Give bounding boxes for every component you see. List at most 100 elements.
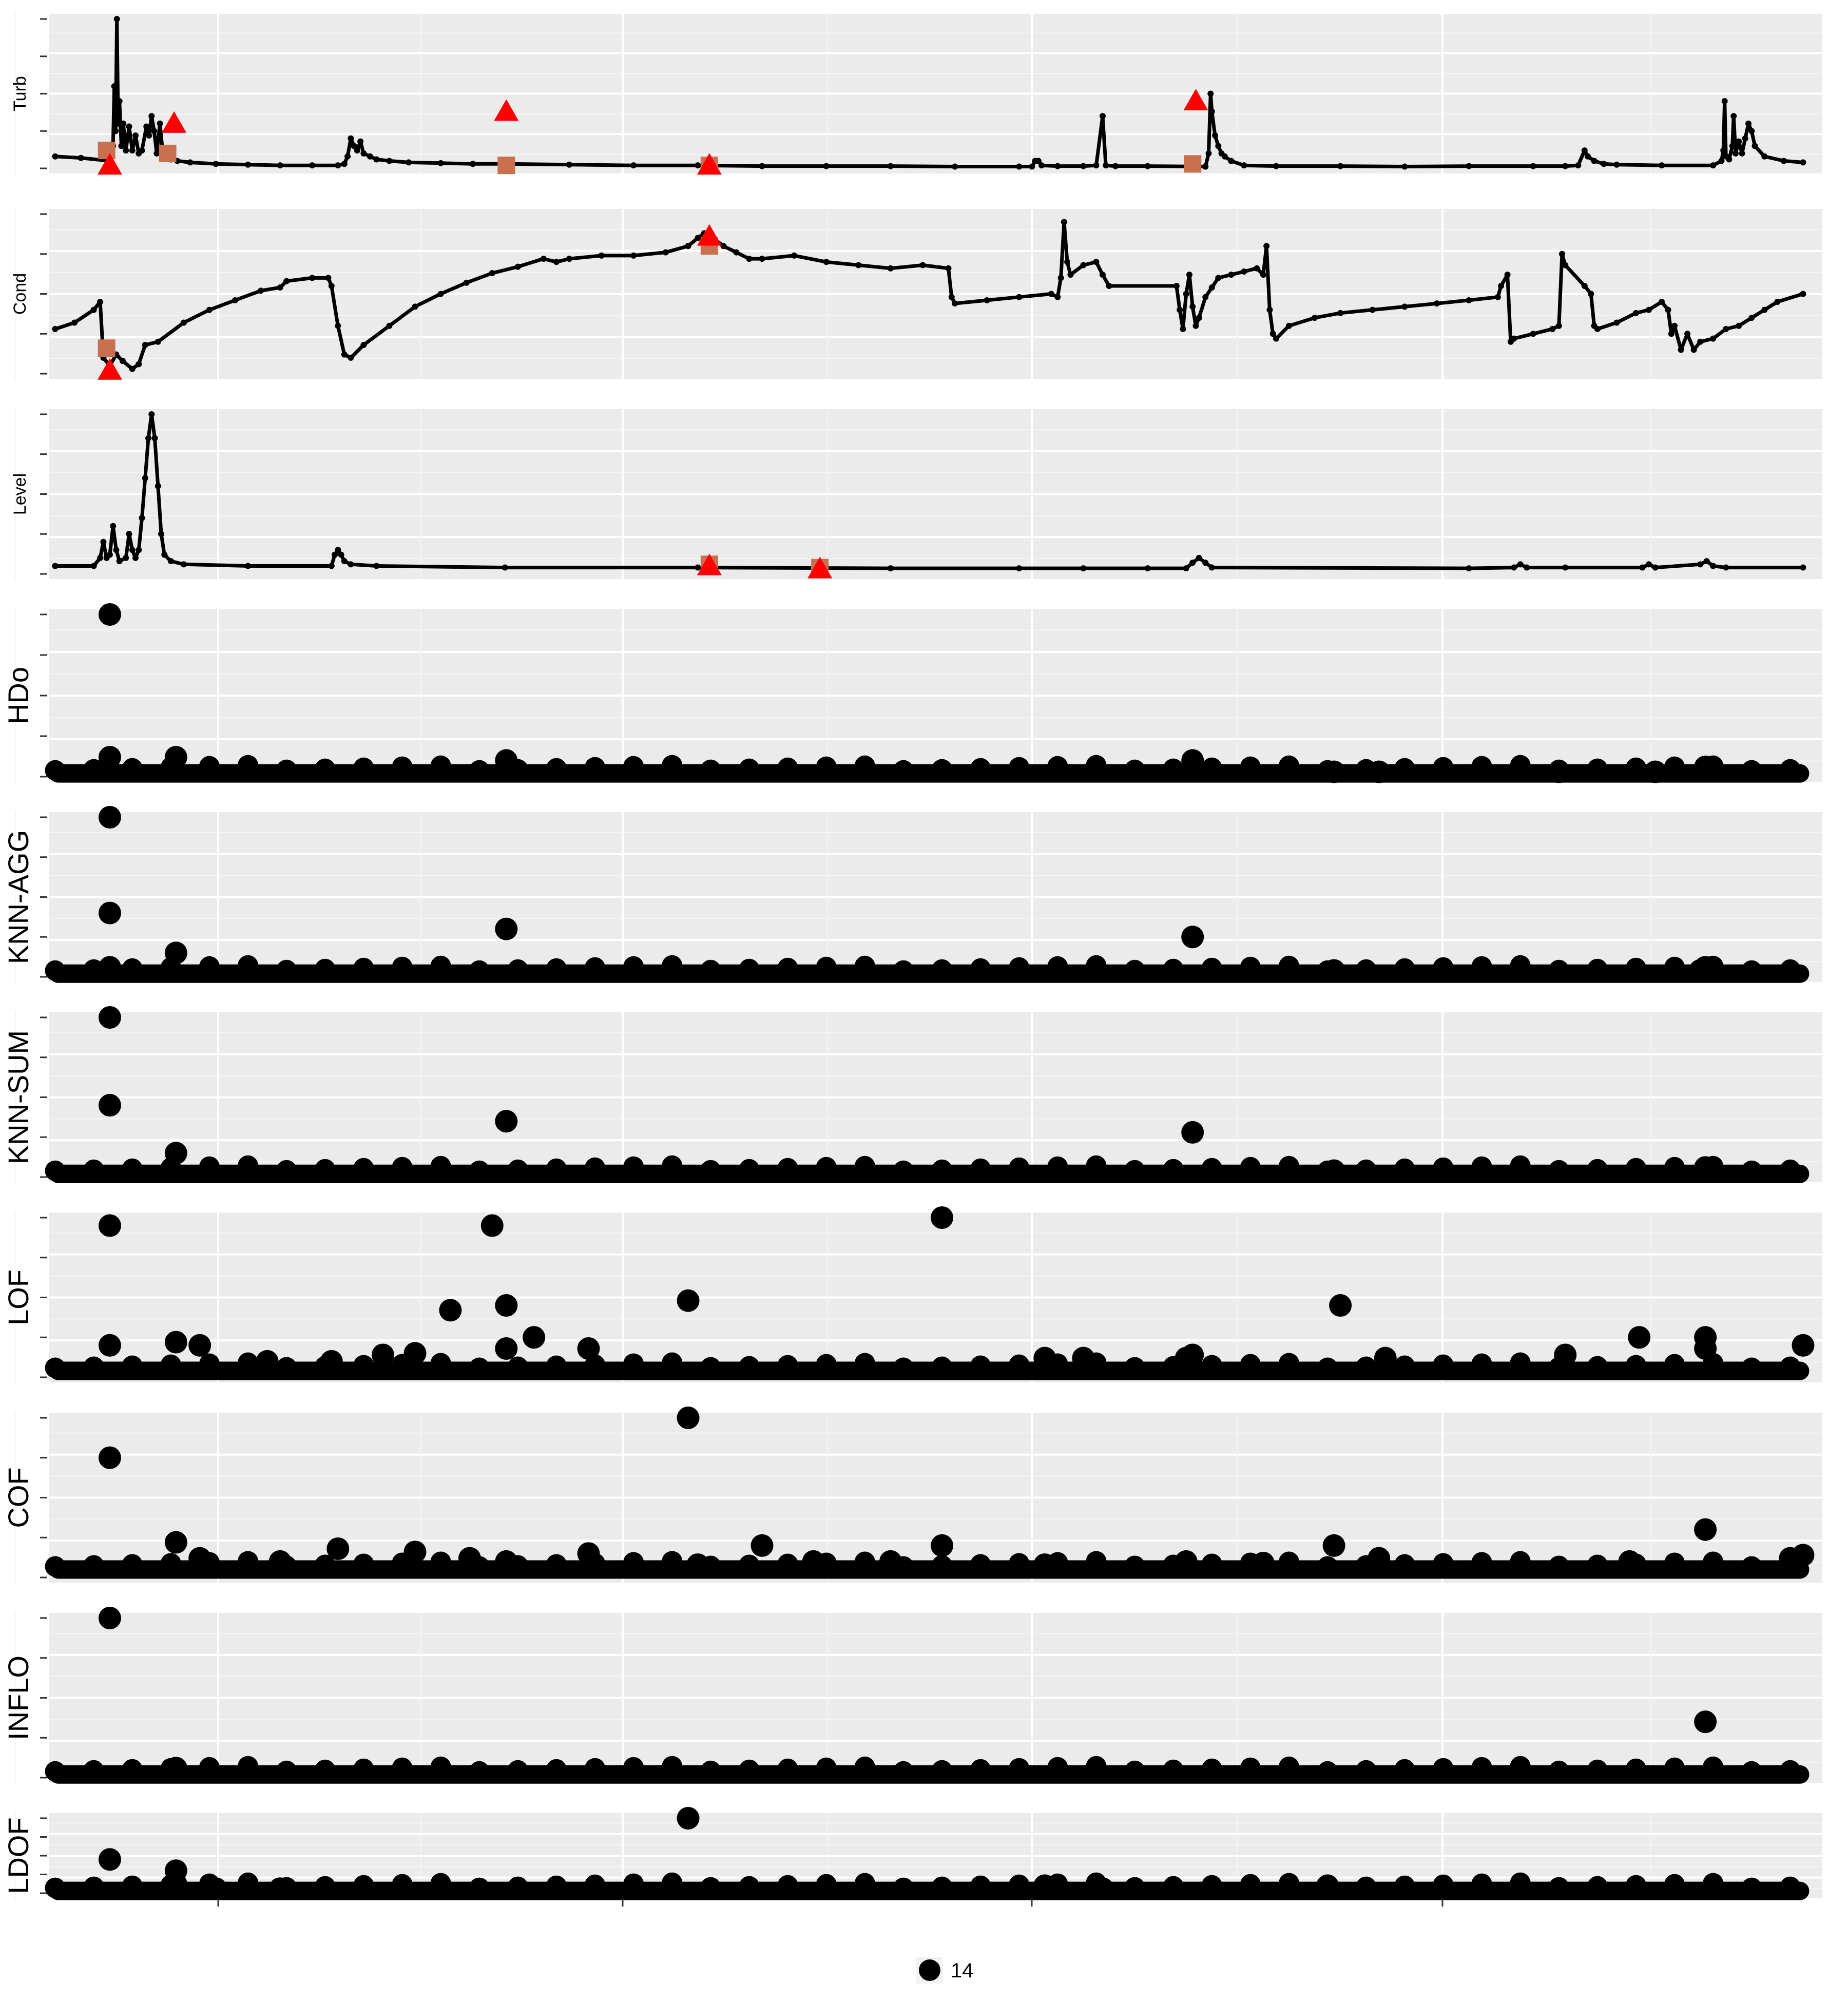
annotation-square (159, 144, 177, 162)
panel-label-knn-sum: KNN-SUM (2, 1030, 34, 1164)
series-point (1016, 163, 1023, 170)
series-point (1730, 113, 1737, 120)
series-point (148, 411, 155, 417)
series-point (153, 150, 160, 157)
score-point (45, 760, 66, 781)
score-point (1009, 757, 1030, 778)
score-outlier-point (577, 1542, 600, 1565)
score-point (1780, 1760, 1801, 1781)
series-point (1517, 561, 1524, 568)
score-point (739, 1876, 760, 1897)
score-outlier-point (98, 1334, 121, 1357)
score-point (392, 1757, 413, 1778)
score-point (1548, 959, 1569, 980)
score-point (353, 1875, 374, 1896)
score-outlier-point (1694, 1518, 1717, 1541)
score-point (893, 760, 914, 781)
score-outlier-point (164, 1531, 187, 1554)
series-point (123, 554, 129, 561)
score-point (1394, 958, 1415, 979)
series-point (1466, 297, 1472, 303)
score-point (1394, 758, 1415, 779)
series-point (1498, 282, 1505, 289)
score-point (854, 1353, 875, 1374)
annotation-triangle (97, 358, 122, 380)
series-point (1192, 322, 1199, 329)
series-point (1180, 325, 1186, 332)
score-point (1278, 1156, 1299, 1177)
score-outlier-point (1618, 1550, 1641, 1573)
score-point (585, 1758, 606, 1779)
series-point (1202, 294, 1209, 300)
series-point (1016, 294, 1023, 300)
score-point (469, 1877, 490, 1898)
score-outlier-point (1547, 760, 1570, 783)
series-point (1745, 120, 1752, 127)
score-point (430, 1873, 451, 1894)
series-point (948, 294, 955, 300)
series-point (1202, 163, 1209, 170)
score-point (199, 756, 220, 777)
score-point (469, 1357, 490, 1378)
score-point (932, 1555, 953, 1576)
score-point (1356, 1356, 1377, 1377)
series-point (1748, 315, 1755, 321)
series-point (1173, 282, 1180, 289)
score-point (816, 1157, 837, 1178)
score-outlier-point (495, 1337, 518, 1360)
score-point (893, 1761, 914, 1782)
series-point (1646, 306, 1652, 313)
series-point (348, 561, 354, 568)
series-point (309, 162, 316, 169)
series-point (335, 162, 341, 169)
series-point (1494, 294, 1501, 300)
series-point (1466, 565, 1472, 572)
series-point (119, 358, 126, 364)
score-point (970, 1759, 991, 1780)
series-point (206, 306, 213, 313)
score-point (585, 1157, 606, 1178)
score-point (83, 759, 104, 780)
series-point (746, 256, 753, 262)
score-outlier-point (1322, 1534, 1345, 1557)
series-point (1721, 98, 1728, 105)
score-outlier-point (495, 749, 518, 772)
series-point (566, 161, 572, 168)
score-point (392, 1874, 413, 1895)
score-point (1201, 1875, 1222, 1896)
score-point (1086, 755, 1107, 776)
series-point (1266, 306, 1273, 313)
score-point (546, 1158, 567, 1179)
score-outlier-point (1694, 756, 1717, 779)
score-point (1009, 957, 1030, 978)
series-point (335, 547, 341, 553)
score-point (1356, 1760, 1377, 1781)
score-point (276, 1357, 297, 1378)
score-point (1240, 1874, 1261, 1895)
series-point (180, 561, 187, 568)
score-point (1433, 957, 1454, 978)
score-point (1703, 1551, 1724, 1572)
score-point (353, 1553, 374, 1574)
score-point (1471, 1353, 1492, 1374)
series-point (142, 342, 148, 349)
score-outlier-point (164, 941, 187, 965)
score-point (777, 757, 798, 778)
panel-label-cond: Cond (10, 273, 30, 315)
score-outlier-point (439, 1299, 462, 1322)
series-point (1228, 158, 1235, 164)
score-point (1086, 1551, 1107, 1572)
legend-marker-circle (919, 1959, 940, 1981)
series-point (1212, 132, 1219, 139)
score-outlier-point (371, 1343, 394, 1366)
series-point (1183, 565, 1189, 572)
score-outlier-point (677, 1407, 700, 1429)
series-point (1736, 138, 1742, 145)
score-outlier-point (164, 1142, 187, 1165)
score-point (1587, 1159, 1608, 1180)
score-point (1548, 1555, 1569, 1576)
score-point (1278, 1756, 1299, 1777)
series-point (1273, 163, 1279, 169)
score-point (739, 1159, 760, 1180)
series-point (344, 153, 351, 160)
